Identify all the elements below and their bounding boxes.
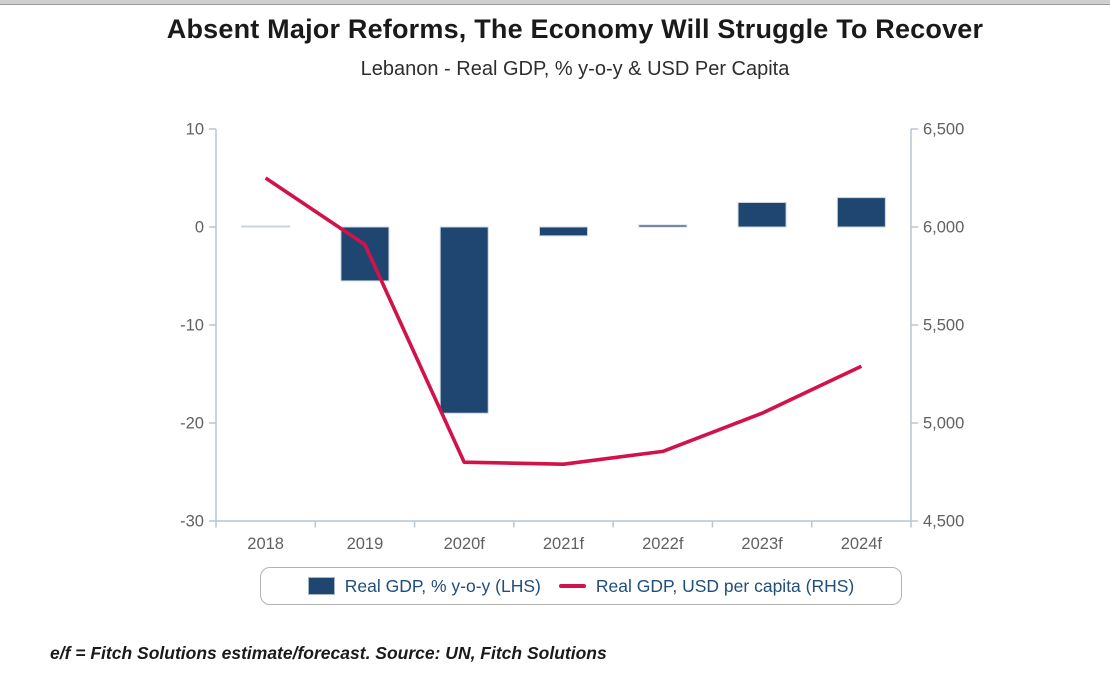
x-axis-category-label: 2022f: [642, 535, 684, 553]
chart-subtitle: Lebanon - Real GDP, % y-o-y & USD Per Ca…: [360, 58, 790, 80]
left-axis-tick-label: 0: [195, 219, 204, 237]
legend-item-bars: Real GDP, % y-o-y (LHS): [307, 575, 541, 597]
right-axis-tick-label: 6,000: [923, 219, 964, 237]
gdp-growth-bar: [638, 224, 688, 228]
line-series-dash-icon: [558, 584, 586, 588]
gdp-per-capita-line: [264, 176, 863, 467]
chart-plot-area: 10 0 -10 -20 -30 6,500 6,000 5,500 5,000 4,500 201…: [180, 121, 964, 554]
top-border-strip: [0, 0, 1110, 5]
right-axis-tick-label: 5,000: [923, 415, 964, 433]
x-axis-category-label: 2023f: [741, 535, 783, 553]
source-note: e/f = Fitch Solutions estimate/forecast.…: [50, 643, 607, 663]
left-axis-tick-label: -20: [180, 415, 204, 433]
x-axis-category-label: 2018: [247, 535, 284, 553]
axis-frame: [215, 129, 912, 522]
bar-series-swatch-icon: [307, 577, 335, 595]
gdp-growth-bar: [539, 226, 588, 237]
legend-line-label: Real GDP, USD per capita (RHS): [595, 575, 855, 596]
x-axis-category-label: 2021f: [543, 535, 585, 553]
left-axis-tick-label: -10: [180, 317, 204, 335]
gdp-growth-bar: [241, 225, 291, 228]
x-axis-category-label: 2020f: [444, 535, 486, 553]
left-axis-tick-label: -30: [180, 513, 204, 531]
legend-bar-label: Real GDP, % y-o-y (LHS): [344, 575, 541, 596]
x-axis-category-label: 2019: [347, 535, 384, 553]
chart-svg: 10 0 -10 -20 -30 6,500 6,000 5,500 5,000 4,500 201…: [180, 121, 964, 554]
page-title: Absent Major Reforms, The Economy Will S…: [166, 14, 984, 44]
legend-item-line: Real GDP, USD per capita (RHS): [558, 575, 855, 597]
chart-legend: Real GDP, % y-o-y (LHS) Real GDP, USD pe…: [260, 567, 902, 605]
gdp-growth-bar: [737, 202, 787, 228]
right-axis-tick-label: 4,500: [923, 513, 964, 531]
right-axis-tick-label: 5,500: [923, 317, 964, 335]
x-axis-category-label: 2024f: [841, 535, 883, 553]
left-axis-tick-label: 10: [186, 121, 204, 139]
gdp-growth-bar: [439, 226, 489, 414]
gdp-growth-bar: [836, 197, 886, 228]
right-axis-tick-label: 6,500: [923, 121, 964, 139]
